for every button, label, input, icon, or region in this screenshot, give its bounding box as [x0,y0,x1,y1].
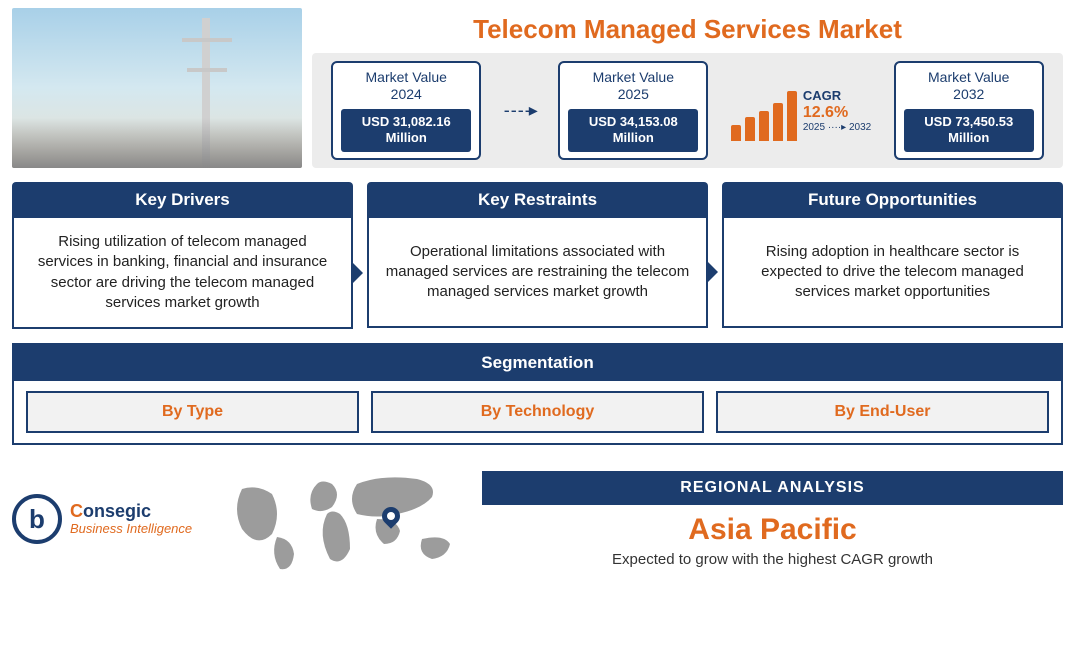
card-body: Rising utilization of telecom managed se… [12,218,353,329]
segment-technology: By Technology [371,391,704,433]
logo-icon: b [12,494,62,544]
cagr-range: 2025 ····▸ 2032 [803,122,871,133]
logo: b Consegic Business Intelligence [12,494,212,544]
metric-label: Market Value2024 [341,69,471,103]
card-head: Future Opportunities [722,182,1063,218]
key-drivers-card: Key Drivers Rising utilization of teleco… [12,182,353,329]
segment-enduser: By End-User [716,391,1049,433]
segmentation-section: Segmentation By Type By Technology By En… [12,343,1063,445]
metric-2032: Market Value2032 USD 73,450.53Million [894,61,1044,159]
card-head: Key Restraints [367,182,708,218]
key-restraints-card: Key Restraints Operational limitations a… [367,182,708,329]
title-area: Telecom Managed Services Market Market V… [312,8,1063,168]
metric-value: USD 73,450.53Million [904,109,1034,152]
card-body: Rising adoption in healthcare sector is … [722,218,1063,328]
header-row: Telecom Managed Services Market Market V… [12,8,1063,168]
page-title: Telecom Managed Services Market [312,8,1063,53]
card-head: Key Drivers [12,182,353,218]
region-subtitle: Expected to grow with the highest CAGR g… [482,551,1063,568]
map-icon [222,459,472,579]
future-opportunities-card: Future Opportunities Rising adoption in … [722,182,1063,329]
metric-2025: Market Value2025 USD 34,153.08Million [558,61,708,159]
metric-value: USD 34,153.08Million [568,109,698,152]
metric-2024: Market Value2024 USD 31,082.16Million [331,61,481,159]
cagr-bars-icon [731,81,797,141]
region-name: Asia Pacific [482,513,1063,547]
metric-label: Market Value2032 [904,69,1034,103]
arrow-icon: - - - -▸ [504,100,536,121]
segment-type: By Type [26,391,359,433]
hero-image [12,8,302,168]
drivers-row: Key Drivers Rising utilization of teleco… [12,182,1063,329]
cagr-label: CAGR [803,88,871,104]
footer-row: b Consegic Business Intelligence REGIONA… [12,459,1063,579]
world-map [222,459,472,579]
card-body: Operational limitations associated with … [367,218,708,328]
metrics-bar: Market Value2024 USD 31,082.16Million - … [312,53,1063,168]
segmentation-body: By Type By Technology By End-User [14,381,1061,443]
metric-label: Market Value2025 [568,69,698,103]
segmentation-head: Segmentation [14,345,1061,381]
logo-text: Consegic Business Intelligence [70,502,192,536]
cagr-value: 12.6% [803,104,871,122]
cagr-graphic: CAGR 12.6% 2025 ····▸ 2032 [731,81,871,141]
regional-analysis: REGIONAL ANALYSIS Asia Pacific Expected … [482,471,1063,568]
region-head: REGIONAL ANALYSIS [482,471,1063,505]
metric-value: USD 31,082.16Million [341,109,471,152]
